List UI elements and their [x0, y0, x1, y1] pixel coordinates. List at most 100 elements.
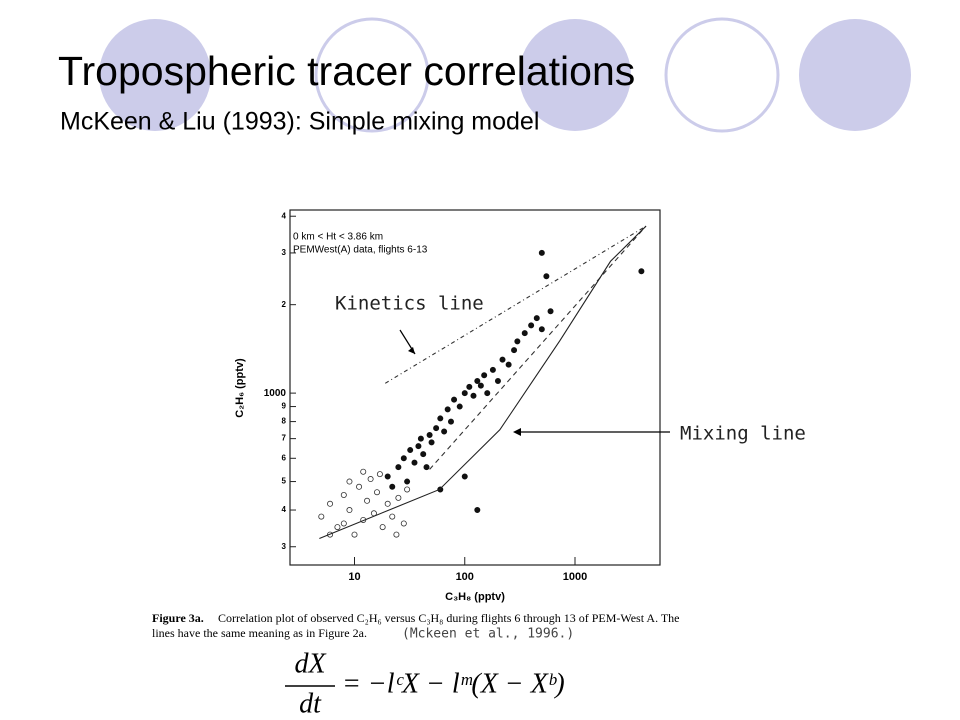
arrow-head — [513, 428, 521, 436]
circle — [99, 19, 211, 131]
data-point — [489, 366, 496, 373]
plot-note: 0 km < Ht < 3.86 km — [293, 232, 383, 243]
y-axis-label: C₂H₆ (pptv) — [234, 358, 246, 418]
data-point — [376, 471, 383, 478]
citation: (Mckeen et al., 1996.) — [402, 627, 574, 642]
data-point — [423, 464, 430, 471]
data-point — [340, 520, 347, 527]
y-tick-label: 4 — [282, 505, 287, 514]
caption: lines have the same meaning as in Figure… — [152, 626, 367, 640]
data-point — [447, 418, 454, 425]
data-point — [466, 383, 473, 390]
data-point — [346, 478, 353, 485]
data-point — [505, 361, 512, 368]
plot-note: PEMWest(A) data, flights 6-13 — [293, 245, 428, 256]
y-tick-label: 2 — [282, 300, 287, 309]
arrow-head — [408, 347, 415, 354]
eq-numerator: dX — [294, 648, 326, 679]
figure-bg — [150, 195, 760, 645]
plot-frame — [289, 209, 661, 566]
data-point — [538, 249, 545, 256]
data-point — [451, 396, 458, 403]
data-point — [346, 507, 353, 514]
data-point — [318, 513, 325, 520]
data-point — [393, 531, 400, 538]
x-tick-label: 1000 — [563, 571, 587, 583]
data-point — [351, 531, 358, 538]
data-point — [379, 524, 386, 531]
data-point — [461, 473, 468, 480]
data-point — [533, 315, 540, 322]
data-point — [384, 473, 391, 480]
data-point — [356, 483, 363, 490]
data-point — [327, 531, 334, 538]
data-point — [374, 489, 381, 496]
data-point — [474, 377, 481, 384]
data-point — [456, 403, 463, 410]
model-line — [384, 225, 647, 384]
data-point — [367, 476, 374, 483]
data-point — [547, 308, 554, 315]
data-point — [511, 347, 518, 354]
caption-label: Figure 3a. — [152, 611, 204, 625]
circle — [314, 17, 430, 133]
data-point — [543, 273, 550, 280]
data-point — [411, 459, 418, 466]
data-point — [494, 377, 501, 384]
data-point — [428, 439, 435, 446]
data-point — [538, 326, 545, 333]
data-point — [415, 443, 422, 450]
y-tick-label: 3 — [282, 248, 287, 257]
data-point — [528, 322, 535, 329]
data-point — [384, 500, 391, 507]
data-point — [417, 435, 424, 442]
decor-circles — [99, 17, 911, 133]
title: Tropospheric tracer correlations — [58, 48, 635, 94]
data-point — [470, 392, 477, 399]
data-point — [461, 390, 468, 397]
y-tick-label: 1000 — [264, 388, 287, 399]
data-point — [481, 372, 488, 379]
data-point — [334, 524, 341, 531]
y-tick-label: 7 — [282, 434, 287, 443]
data-point — [400, 520, 407, 527]
data-point — [400, 455, 407, 462]
data-point — [404, 478, 411, 485]
caption: Correlation plot of observed C₂H₆ versus… — [218, 611, 680, 625]
data-point — [407, 447, 414, 454]
data-point — [433, 425, 440, 432]
data-point — [437, 486, 444, 493]
data-point — [441, 428, 448, 435]
data-point — [395, 464, 402, 471]
data-point — [389, 513, 396, 520]
data-point — [474, 507, 481, 514]
annotation: Mixing line — [680, 423, 806, 445]
data-point — [638, 268, 645, 275]
data-point — [420, 451, 427, 458]
circle — [664, 17, 780, 133]
data-point — [437, 415, 444, 422]
data-point — [484, 390, 491, 397]
data-point — [426, 432, 433, 439]
x-tick-label: 10 — [348, 571, 360, 583]
data-point — [327, 500, 334, 507]
data-point — [521, 330, 528, 337]
y-tick-label: 9 — [282, 402, 287, 411]
eq-denominator: dt — [299, 688, 322, 719]
y-tick-label: 5 — [282, 477, 287, 486]
circle — [519, 19, 631, 131]
model-line — [319, 225, 647, 540]
data-point — [444, 406, 451, 413]
data-point — [364, 497, 371, 504]
data-point — [395, 494, 402, 501]
y-tick-label: 4 — [282, 211, 287, 220]
model-line — [429, 225, 647, 470]
x-tick-label: 100 — [456, 571, 474, 583]
data-point — [389, 483, 396, 490]
data-point — [477, 382, 484, 389]
eq-rhs: = −lᶜX − lᵐ(X − Xᵇ) — [342, 668, 565, 699]
x-axis-label: C₃H₈ (pptv) — [445, 591, 505, 603]
data-point — [340, 492, 347, 499]
